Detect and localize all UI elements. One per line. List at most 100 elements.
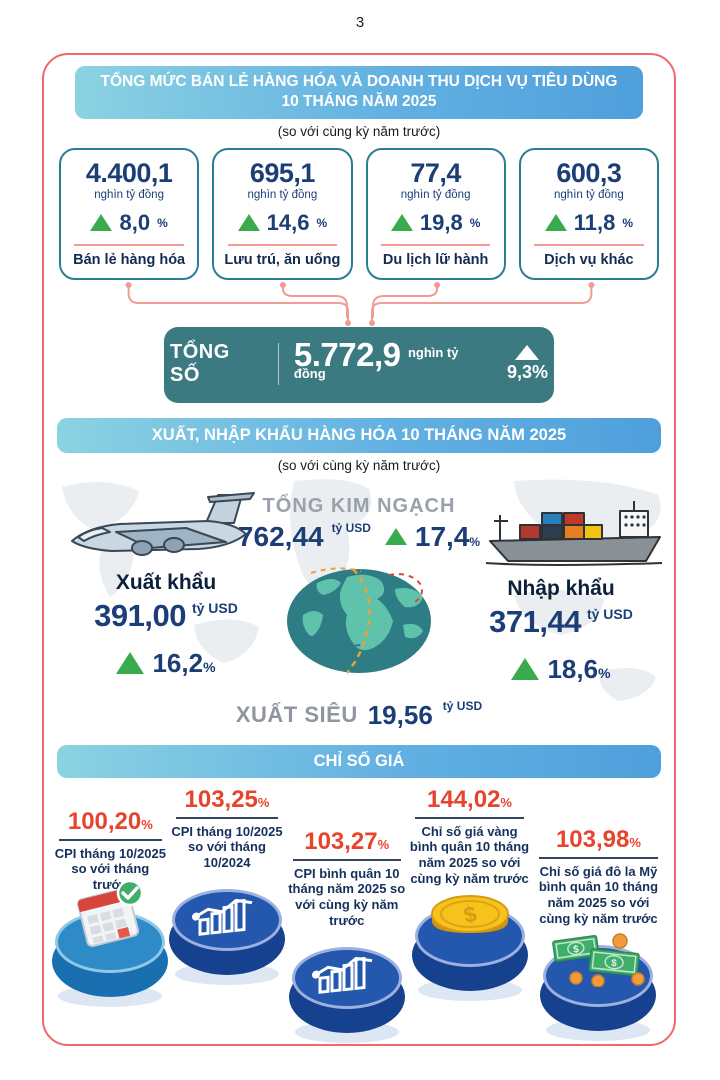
card-unit: nghìn tỷ đồng xyxy=(400,188,471,201)
total-growth: 9,3 xyxy=(506,361,532,382)
cargo-ship-icon xyxy=(485,500,663,566)
percent-sign: % xyxy=(469,215,481,230)
card-value: 600,3 xyxy=(556,158,622,189)
cpi-divider xyxy=(292,858,401,861)
up-triangle-icon xyxy=(511,658,540,681)
card-growth: 8,0 xyxy=(119,209,151,235)
card-label: Du lịch lữ hành xyxy=(382,251,489,268)
trade-total-value: 762,44 xyxy=(237,520,324,552)
import-unit: tỷ USD xyxy=(586,605,633,622)
card-label: Lưu trú, ăn uống xyxy=(224,251,341,268)
surplus-unit: tỷ USD xyxy=(442,699,483,714)
retail-card-luu-tru: 695,1 nghìn tỷ đồng 14,6 % Lưu trú, ăn u… xyxy=(212,148,353,280)
percent-sign: % xyxy=(531,361,548,382)
up-triangle-icon xyxy=(390,214,413,232)
percent-sign: % xyxy=(598,664,611,681)
card-value: 695,1 xyxy=(249,158,316,189)
import-value: 371,44 xyxy=(489,603,581,639)
total-unit: nghìn tỷ đồng xyxy=(293,344,459,381)
card-divider xyxy=(380,243,491,246)
card-growth: 19,8 xyxy=(419,209,463,235)
card-divider xyxy=(534,243,644,246)
bracket-connector xyxy=(125,281,595,326)
retail-title-line2: 10 THÁNG NĂM 2025 xyxy=(281,93,437,111)
total-value: 5.772,9 xyxy=(293,335,401,373)
cpi-divider xyxy=(415,816,524,819)
card-label: Dịch vụ khác xyxy=(544,251,634,268)
up-triangle-icon xyxy=(90,214,113,232)
pedestal-disc: $ xyxy=(411,895,528,1002)
trade-surplus-row: XUẤT SIÊU 19,56 tỷ USD xyxy=(44,699,674,731)
cpi-value: 103,27 xyxy=(304,827,378,855)
up-triangle-icon xyxy=(515,344,540,360)
up-triangle-icon xyxy=(237,214,260,232)
cpi-label: Chỉ số giá đô la Mỹ bình quân 10 tháng n… xyxy=(538,863,659,927)
cpi-divider xyxy=(539,856,658,859)
cargo-plane-icon xyxy=(71,491,255,556)
total-divider xyxy=(277,342,279,385)
infographic-frame: TỔNG MỨC BÁN LẺ HÀNG HÓA VÀ DOANH THU DỊ… xyxy=(42,53,676,1046)
cpi-divider xyxy=(175,816,279,819)
calendar-check-icon xyxy=(77,879,144,948)
card-value: 4.400,1 xyxy=(85,158,173,189)
export-label: Xuất khẩu xyxy=(115,570,217,594)
cpi-label: CPI tháng 10/2025 so với tháng 10/2024 xyxy=(171,823,283,871)
cpi-item-monthly: 100,20% CPI tháng 10/2025 so với tháng t… xyxy=(52,808,169,1043)
trade-subtitle: (so với cùng kỳ năm trước) xyxy=(277,457,441,473)
up-triangle-icon xyxy=(544,214,567,232)
export-growth: 16,2 xyxy=(152,647,204,678)
import-block: Nhập khẩu 371,44 tỷ USD 18,6% xyxy=(452,577,670,685)
cpi-item-avg-cpi: 103,27% CPI bình quân 10 tháng năm 2025 … xyxy=(285,827,408,1044)
globe-icon xyxy=(287,567,431,674)
retail-card-ban-le: 4.400,1 nghìn tỷ đồng 8,0 % Bán lẻ hàng … xyxy=(59,148,200,280)
cpi-value: 144,02 xyxy=(427,785,501,813)
card-unit: nghìn tỷ đồng xyxy=(94,188,164,201)
trade-total-row: 762,44 tỷ USD 17,4% xyxy=(44,521,674,553)
percent-sign: % xyxy=(377,836,390,852)
svg-text:$: $ xyxy=(461,901,478,928)
cpi-item-usd: 103,98% Chỉ số giá đô la Mỹ bình quân 10… xyxy=(531,826,666,1043)
export-value: 391,00 xyxy=(94,597,186,633)
cpi-value: 100,20 xyxy=(67,807,142,835)
trade-total-label: TỔNG KIM NGẠCH xyxy=(262,494,456,517)
dollar-bills-icon: $ $ xyxy=(552,933,646,988)
card-divider xyxy=(74,243,184,246)
statistics-chart-icon xyxy=(311,957,373,994)
card-divider xyxy=(227,243,338,246)
percent-sign: % xyxy=(469,534,481,549)
statistics-chart-icon xyxy=(191,899,253,937)
percent-sign: % xyxy=(629,834,641,850)
card-label: Bán lẻ hàng hóa xyxy=(73,251,186,268)
surplus-value: 19,56 xyxy=(367,699,433,730)
pedestal-disc: $ $ xyxy=(540,933,657,1042)
cpi-value: 103,98 xyxy=(555,825,630,853)
retail-card-du-lich: 77,4 nghìn tỷ đồng 19,8 % Du lịch lữ hàn… xyxy=(365,148,506,280)
trade-section-header: XUẤT, NHẬP KHẨU HÀNG HÓA 10 THÁNG NĂM 20… xyxy=(57,417,661,453)
total-label: TỔNG SỐ xyxy=(170,340,230,386)
cpi-value: 103,25 xyxy=(184,785,258,813)
up-triangle-icon xyxy=(384,528,407,546)
card-unit: nghìn tỷ đồng xyxy=(554,188,624,201)
svg-text:$: $ xyxy=(611,958,618,970)
cpi-label: Chỉ số giá vàng bình quân 10 tháng năm 2… xyxy=(409,823,530,887)
export-unit: tỷ USD xyxy=(191,599,238,616)
svg-text:$: $ xyxy=(573,944,580,956)
pedestal-disc xyxy=(52,879,169,1008)
up-triangle-icon xyxy=(116,652,145,675)
card-value: 77,4 xyxy=(410,158,461,189)
cpi-label: CPI bình quân 10 tháng năm 2025 so với c… xyxy=(288,865,406,929)
gold-coin-icon: $ xyxy=(430,895,509,934)
cpi-label: CPI tháng 10/2025 so với tháng trước xyxy=(54,845,166,893)
export-block: Xuất khẩu 391,00 tỷ USD 16,2% xyxy=(60,571,272,679)
percent-sign: % xyxy=(257,794,270,810)
pedestal-disc xyxy=(288,937,405,1044)
percent-sign: % xyxy=(157,215,168,230)
percent-sign: % xyxy=(500,794,512,810)
trade-total-growth: 17,4 xyxy=(414,520,470,552)
retail-total-box: TỔNG SỐ 5.772,9 nghìn tỷ đồng 9,3% xyxy=(164,326,554,403)
page-number: 3 xyxy=(355,14,365,31)
pedestal-disc xyxy=(168,879,285,986)
percent-sign: % xyxy=(622,215,634,230)
percent-sign: % xyxy=(203,658,216,675)
retail-title-line1: TỔNG MỨC BÁN LẺ HÀNG HÓA VÀ DOANH THU DỊ… xyxy=(100,73,618,90)
